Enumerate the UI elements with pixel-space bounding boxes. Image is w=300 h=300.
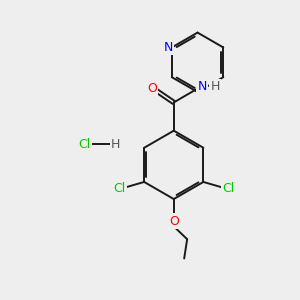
Text: N: N <box>198 80 207 94</box>
Text: Cl: Cl <box>113 182 125 195</box>
Text: H: H <box>211 80 220 94</box>
Text: O: O <box>169 215 179 228</box>
Text: N: N <box>164 41 173 54</box>
Text: O: O <box>147 82 157 95</box>
Text: Cl: Cl <box>222 182 235 195</box>
Text: H: H <box>111 138 121 151</box>
Text: Cl: Cl <box>79 138 91 151</box>
